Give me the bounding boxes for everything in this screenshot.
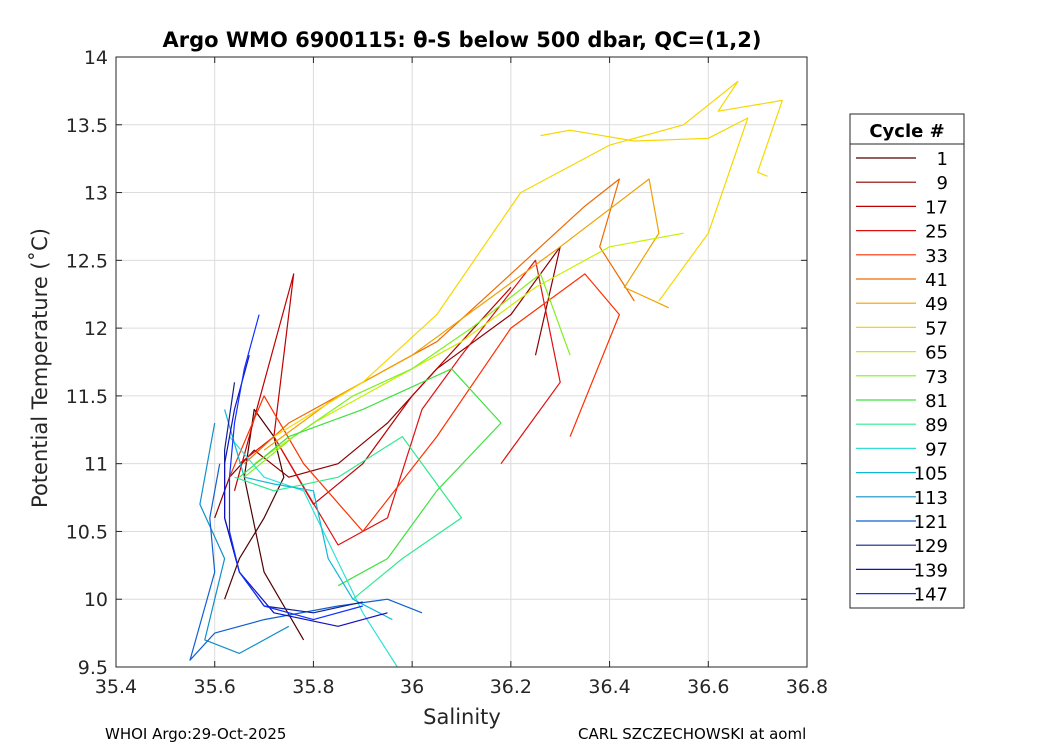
x-tick-label: 36.2 [490,676,532,698]
legend-entry-label: 113 [914,488,948,509]
legend-entry-label: 139 [914,560,948,581]
legend-entry-label: 97 [925,439,948,460]
series-line [200,423,289,653]
legend-entry-label: 147 [914,585,948,606]
y-tick-label: 13.5 [66,115,108,137]
ticks: 35.4 35.6 35.8 36 36.2 36.4 36.6 36.8 9.5 10 10.5 1… [66,47,828,698]
series-layer [190,81,782,667]
footer-author: CARL SZCZECHOWSKI at aoml [578,725,806,743]
legend-entry-label: 57 [925,318,948,339]
legend-entry-label: 33 [925,246,948,267]
y-axis-label: Potential Temperature (˚C) [28,228,52,508]
legend-entry-label: 41 [925,270,948,291]
series-line [239,260,560,545]
legend-entry-label: 73 [925,367,948,388]
y-tick-label: 11.5 [66,386,108,408]
legend-title: Cycle # [869,121,944,142]
legend-entry-label: 129 [914,536,948,557]
y-tick-label: 11 [84,454,108,476]
y-tick-label: 12.5 [66,250,108,272]
series-line [230,274,620,532]
legend-entry-label: 17 [925,197,948,218]
y-tick-label: 9.5 [78,657,108,679]
x-tick-label: 35.4 [95,676,137,698]
legend-entry-label: 9 [937,173,948,194]
series-line [541,118,748,301]
y-tick-label: 14 [84,47,108,69]
series-line [230,315,363,620]
y-tick-label: 10.5 [66,521,108,543]
y-tick-label: 13 [84,183,108,205]
x-tick-label: 36.6 [687,676,729,698]
x-tick-label: 36 [400,676,424,698]
footer-source: WHOI Argo:29-Oct-2025 [105,725,286,743]
legend-entry-label: 49 [925,294,948,315]
legend-entry-label: 105 [914,464,948,485]
series-line [274,81,782,436]
y-tick-label: 12 [84,318,108,340]
legend-entry-label: 81 [925,391,948,412]
x-tick-label: 36.8 [786,676,828,698]
legend-entry-label: 121 [914,512,948,533]
x-tick-label: 36.4 [588,676,630,698]
plot-frame [116,57,807,667]
x-tick-label: 35.6 [194,676,236,698]
legend-entry-label: 89 [925,415,948,436]
grid-lines [116,57,807,667]
legend-entry-label: 65 [925,343,948,364]
chart-title: Argo WMO 6900115: θ-S below 500 dbar, QC… [163,28,762,52]
y-tick-label: 10 [84,589,108,611]
legend: Cycle # 1 9 17 25 33 41 49 57 65 73 81 89 97 105 113 12… [850,114,964,608]
x-axis-label: Salinity [423,705,501,729]
x-tick-label: 35.8 [292,676,334,698]
legend-entry-label: 25 [925,222,948,243]
legend-entry-label: 1 [937,149,948,170]
